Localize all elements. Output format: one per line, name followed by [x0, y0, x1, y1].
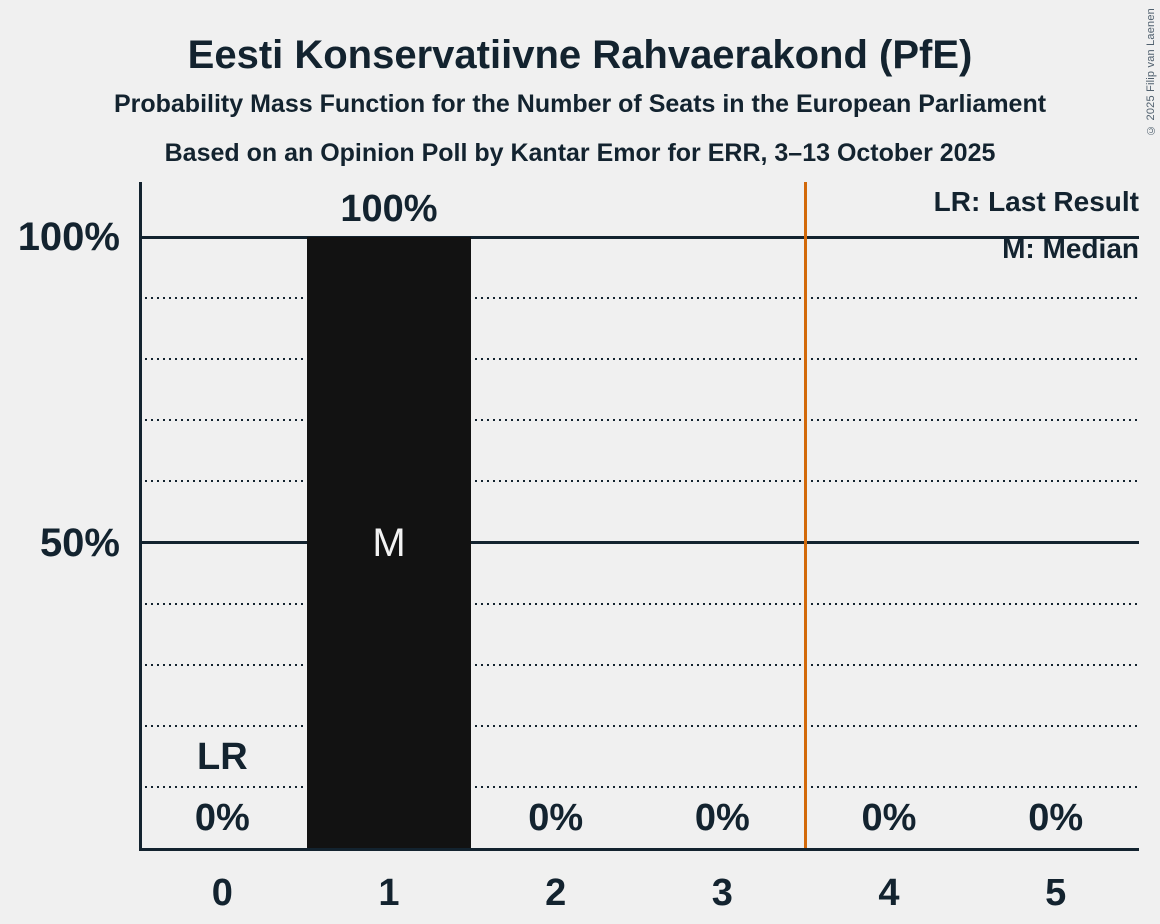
- y-axis-line: [139, 182, 142, 848]
- value-label-seats-2: 0%: [528, 797, 584, 839]
- gridline-dotted-70pct: [139, 419, 1139, 422]
- legend-median: M: Median: [1002, 233, 1139, 264]
- gridline-solid-50pct: [139, 541, 1139, 544]
- x-axis-label-seats-0: 0: [211, 872, 233, 914]
- legend: LR: Last Result M: Median: [934, 188, 1139, 282]
- value-label-seats-0: 0%: [194, 797, 250, 839]
- gridline-dotted-40pct: [139, 602, 1139, 605]
- chart-subtitle-pmf: Probability Mass Function for the Number…: [113, 90, 1047, 118]
- gridline-dotted-60pct: [139, 480, 1139, 483]
- value-label-seats-4: 0%: [861, 797, 917, 839]
- majority-threshold-line: [804, 182, 808, 848]
- chart-subtitle-poll: Based on an Opinion Poll by Kantar Emor …: [164, 139, 996, 167]
- plot-area: 0% 100% 0% 0% 0% 0% LR M: [139, 182, 1139, 848]
- gridline-dotted-20pct: [139, 724, 1139, 727]
- chart-title: Eesti Konservatiivne Rahvaerakond (PfE): [187, 33, 973, 77]
- y-axis-tick-label-50: 50%: [39, 520, 120, 565]
- gridline-dotted-30pct: [139, 663, 1139, 666]
- x-axis-line: [139, 848, 1139, 851]
- gridline-dotted-80pct: [139, 358, 1139, 361]
- gridline-dotted-10pct: [139, 785, 1139, 788]
- bar-seats-1: [307, 237, 471, 848]
- gridline-dotted-90pct: [139, 297, 1139, 300]
- x-axis-label-seats-1: 1: [378, 872, 400, 914]
- gridline-solid-100pct: [139, 235, 1139, 239]
- legend-last-result: LR: Last Result: [933, 186, 1139, 217]
- copyright-notice: © 2025 Filip van Laenen: [1145, 8, 1157, 136]
- value-label-seats-5: 0%: [1028, 797, 1084, 839]
- last-result-marker: LR: [197, 736, 248, 778]
- x-axis-label-seats-3: 3: [711, 872, 733, 914]
- x-axis-label-seats-4: 4: [878, 872, 900, 914]
- median-marker: M: [372, 520, 406, 565]
- value-label-seats-3: 0%: [694, 797, 750, 839]
- x-axis-label-seats-2: 2: [545, 872, 567, 914]
- y-axis-tick-label-100: 100%: [17, 215, 120, 259]
- x-axis-label-seats-5: 5: [1045, 872, 1067, 914]
- value-label-seats-1: 100%: [340, 188, 438, 230]
